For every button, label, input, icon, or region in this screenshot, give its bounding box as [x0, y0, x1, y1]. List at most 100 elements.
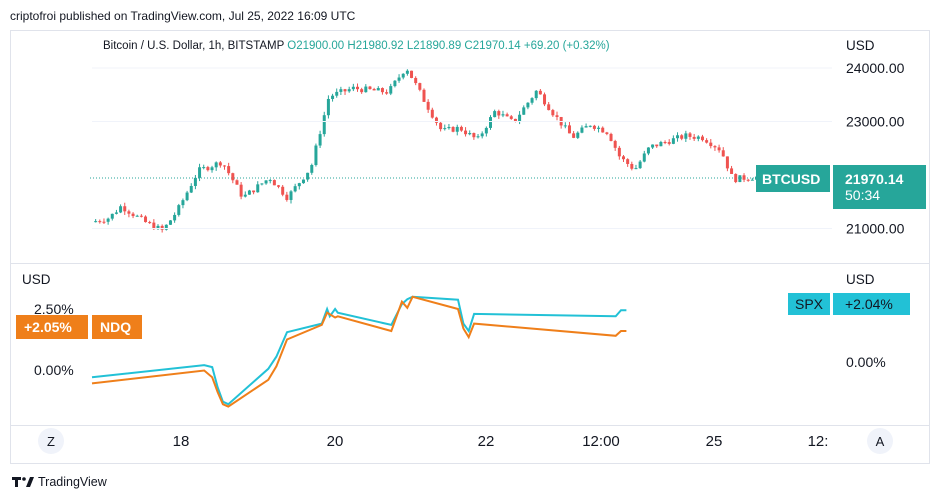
zoom-button-left[interactable]: Z	[38, 428, 64, 454]
candle-body	[430, 109, 434, 118]
candle-body	[351, 86, 355, 90]
auto-scale-button[interactable]: A	[867, 428, 893, 454]
candle-body	[177, 205, 181, 215]
candle-body	[322, 115, 326, 135]
candle-body	[360, 89, 364, 93]
candle-body	[746, 179, 750, 181]
candle-body	[405, 70, 409, 74]
candle-body	[426, 101, 430, 110]
symbol-info: Bitcoin / U.S. Dollar, 1h, BITSTAMP O219…	[103, 40, 610, 52]
candle-body	[418, 83, 422, 90]
candle-body	[688, 133, 692, 137]
candle-body	[164, 224, 168, 230]
candle-body	[651, 144, 655, 148]
ndq-ticker-text: NDQ	[100, 319, 132, 335]
candle-body	[742, 175, 746, 180]
candle-body	[277, 185, 281, 187]
time-axis-tick-label: 22	[478, 433, 495, 450]
candle-body	[497, 111, 501, 116]
candle-body	[451, 126, 455, 132]
candle-body	[434, 117, 438, 123]
candle-body	[543, 94, 547, 105]
candle-body	[634, 168, 638, 170]
pane-separator[interactable]	[10, 263, 930, 264]
candle-body	[310, 165, 314, 173]
axis-labels-group: 24000.00 23000.00 21000.00 2.50% 0.00% 0.00% 1…	[34, 60, 905, 450]
candle-body	[534, 90, 538, 99]
candle-body	[198, 167, 202, 178]
candle-body	[401, 73, 405, 78]
spx-line	[91, 295, 627, 406]
candle-body	[326, 98, 330, 116]
lower-currency-label-left: USD	[22, 272, 51, 287]
candle-body	[725, 156, 729, 169]
candle-body	[235, 180, 239, 185]
candle-body	[555, 115, 559, 117]
candle-body	[301, 179, 305, 184]
candle-body	[239, 184, 243, 197]
published-line: criptofroi published on TradingView.com,…	[10, 9, 356, 23]
candle-body	[214, 162, 218, 168]
lower-currency-label-right: USD	[846, 272, 875, 287]
candle-body	[148, 222, 152, 224]
candle-body	[584, 126, 588, 128]
candle-body	[447, 126, 451, 129]
spx-ticker-text: SPX	[795, 296, 824, 312]
candle-body	[106, 218, 110, 222]
candle-body	[613, 140, 617, 148]
btcusd-price-text: 21970.14	[845, 171, 904, 187]
candle-body	[306, 172, 310, 180]
time-axis-tick-label: 18	[173, 433, 190, 450]
candle-body	[123, 206, 127, 212]
candle-body	[339, 89, 343, 92]
candle-body	[505, 114, 509, 117]
candle-body	[98, 221, 102, 223]
candle-body	[168, 220, 172, 225]
candle-body	[256, 184, 260, 193]
candle-body	[289, 191, 293, 200]
comparison-lines-group	[91, 295, 627, 408]
candle-body	[509, 116, 513, 119]
candle-body	[489, 117, 492, 128]
candle-body	[173, 214, 177, 221]
candle-body	[356, 86, 359, 90]
candle-body	[696, 136, 700, 139]
candle-body	[659, 142, 663, 147]
symbol-name: Bitcoin / U.S. Dollar, 1h, BITSTAMP	[103, 40, 285, 52]
candle-body	[331, 95, 335, 99]
candle-body	[202, 167, 206, 169]
candle-body	[684, 133, 688, 139]
candle-body	[522, 107, 526, 115]
candle-body	[314, 145, 318, 166]
candle-body	[160, 225, 164, 230]
candle-body	[459, 126, 463, 131]
candle-body	[580, 127, 584, 133]
candle-body	[493, 111, 497, 118]
candle-body	[376, 88, 380, 91]
candle-body	[622, 156, 625, 160]
candle-body	[343, 89, 347, 92]
footer-brand[interactable]: TradingView	[12, 475, 107, 489]
candle-body	[576, 132, 580, 138]
candle-body	[667, 142, 671, 144]
btcusd-countdown-text: 50:34	[845, 187, 881, 203]
price-axis-tick-label: 23000.00	[846, 114, 905, 130]
chart-frame	[10, 30, 930, 464]
candle-body	[700, 136, 704, 141]
candle-body	[264, 180, 268, 184]
candle-body	[455, 126, 459, 132]
candle-body	[119, 206, 123, 213]
candle-body	[243, 194, 247, 197]
candle-body	[551, 110, 555, 116]
candle-body	[713, 146, 717, 148]
spx-value-badge: +2.04%	[833, 293, 910, 315]
btcusd-ticker-badge: BTCUSD	[756, 165, 830, 192]
candle-body	[152, 222, 156, 230]
candle-body	[476, 136, 480, 138]
main-currency-label: USD	[846, 38, 875, 53]
candle-body	[484, 127, 488, 134]
symbol-ohlc: O21900.00 H21980.92 L21890.89 C21970.14 …	[287, 40, 610, 52]
candle-body	[738, 175, 742, 183]
candle-body	[181, 200, 185, 206]
